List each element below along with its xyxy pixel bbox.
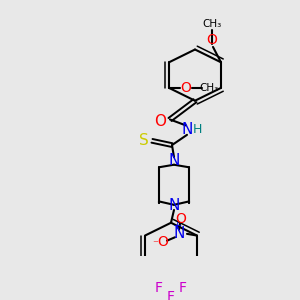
Text: O: O <box>158 236 168 249</box>
Text: S: S <box>139 133 149 148</box>
Text: N: N <box>181 122 193 137</box>
Text: F: F <box>155 281 163 296</box>
Text: N: N <box>173 226 185 241</box>
Text: CH₃: CH₃ <box>202 19 222 29</box>
Text: +: + <box>172 221 182 231</box>
Text: CH₃: CH₃ <box>200 83 219 93</box>
Text: O: O <box>176 212 186 226</box>
Text: O: O <box>206 33 218 47</box>
Text: O: O <box>154 114 166 129</box>
Text: O: O <box>181 81 191 95</box>
Text: F: F <box>179 281 187 296</box>
Text: N: N <box>168 153 180 168</box>
Text: ⁻: ⁻ <box>152 239 158 249</box>
Text: F: F <box>167 290 175 300</box>
Text: N: N <box>168 198 180 213</box>
Text: H: H <box>192 123 202 136</box>
